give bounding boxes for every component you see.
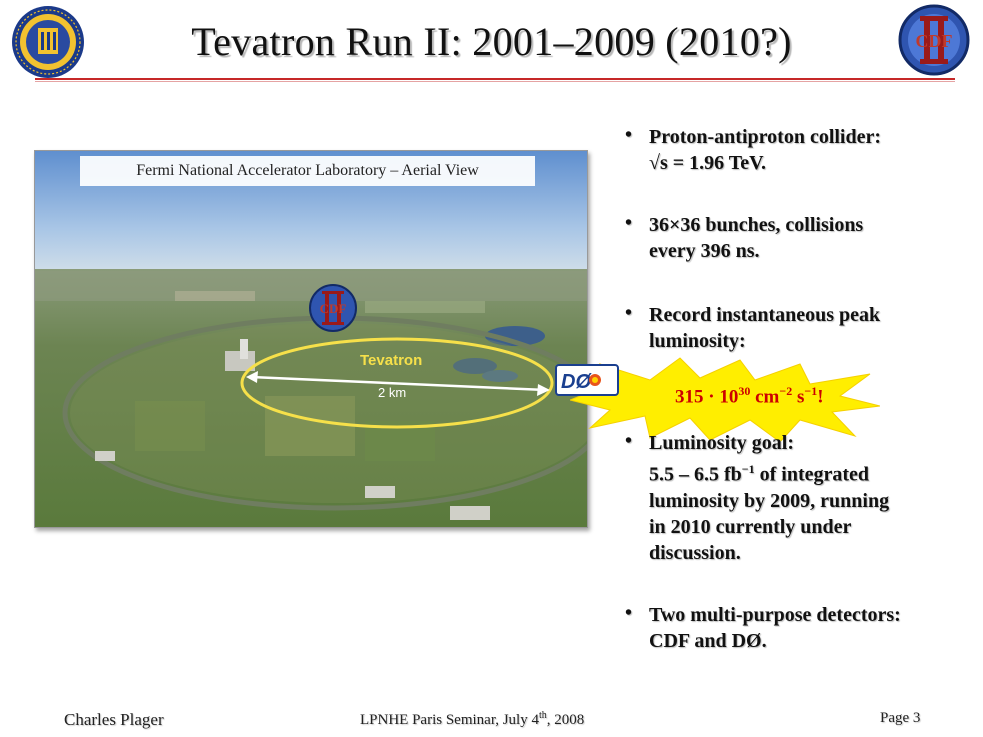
university-seal-logo	[10, 4, 86, 80]
bullet-line: every 396 ns.	[649, 240, 760, 262]
svg-text:CDF: CDF	[320, 301, 347, 316]
bullet-dot: •	[625, 430, 633, 452]
bullet-line-integrated: 5.5 – 6.5 fb−1 of integrated	[649, 462, 870, 486]
bullet-line: CDF and DØ.	[649, 630, 767, 652]
bullet-dot: •	[625, 124, 633, 146]
tevatron-label: Tevatron	[360, 352, 423, 369]
cdf-detector-logo: CDF	[308, 283, 358, 333]
bullet-line: Two multi-purpose detectors:	[649, 604, 901, 626]
svg-text:CDF: CDF	[916, 31, 953, 51]
bullet-dot: •	[625, 602, 633, 624]
footer-page-number: Page 3	[880, 710, 921, 726]
cdf-logo: CDF	[898, 4, 970, 76]
distance-label: 2 km	[378, 385, 407, 400]
bullet-line: 36×36 bunches, collisions	[649, 214, 864, 236]
bullet-line: √s = 1.96 TeV.	[649, 152, 767, 174]
photo-caption: Fermi National Accelerator Laboratory – …	[80, 156, 535, 186]
bullet-dot: •	[625, 212, 633, 234]
footer-author: Charles Plager	[64, 710, 164, 729]
bullet-line: luminosity by 2009, running	[649, 489, 890, 512]
bullet-line: Record instantaneous peak	[649, 304, 881, 326]
footer-event: LPNHE Paris Seminar, July 4th, 2008	[360, 710, 585, 728]
slide-title: Tevatron Run II: 2001–2009 (2010?)	[191, 19, 792, 64]
bullet-line: Luminosity goal:	[649, 432, 795, 454]
bullet-line: Proton-antiproton collider:	[649, 126, 882, 148]
title-divider	[35, 78, 955, 80]
bullet-line: luminosity:	[649, 330, 746, 352]
fermilab-aerial-photo	[34, 150, 588, 528]
d0-detector-logo: DØ	[555, 364, 619, 396]
title-divider-shadow	[35, 81, 955, 82]
bullet-line: discussion.	[649, 541, 741, 564]
bullet-line: in 2010 currently under	[649, 515, 852, 538]
luminosity-record-value: 315 · 1030 cm−2 s−1!	[675, 384, 824, 408]
svg-text:DØ: DØ	[561, 371, 592, 393]
bullet-dot: •	[625, 302, 633, 324]
